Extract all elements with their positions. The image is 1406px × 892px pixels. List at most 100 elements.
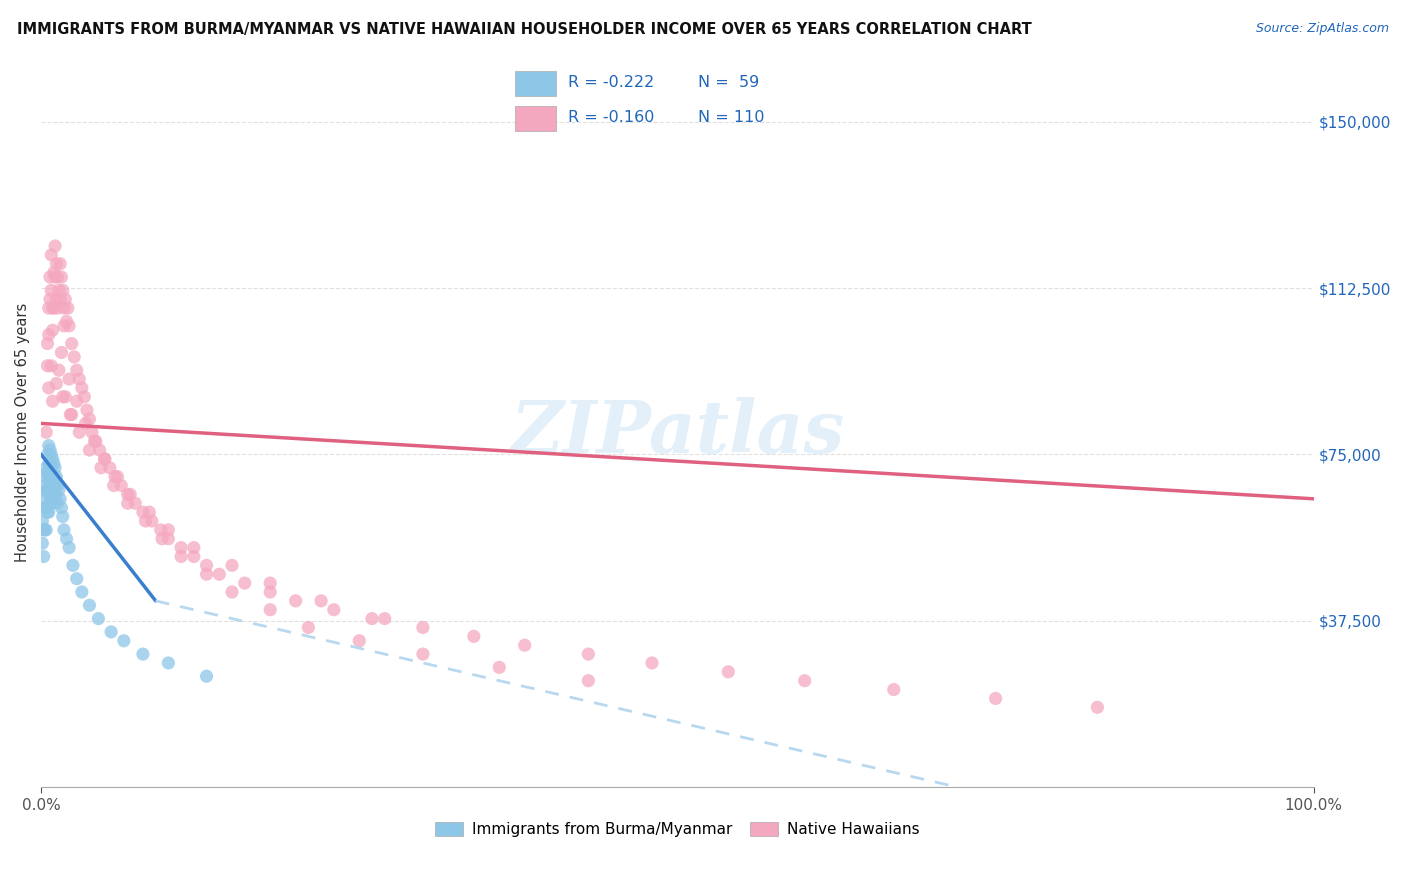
Point [45,257,67,271]
Point [39,284,62,298]
Point [37,483,59,497]
Point [984,691,1007,706]
Point [39,270,62,285]
Point [35,460,58,475]
Point [124,496,146,510]
Point [37,336,59,351]
Point [149,523,172,537]
Point [41,394,63,409]
Point [89,443,111,458]
Point [44,270,66,285]
Point [98,460,121,475]
Point [132,647,155,661]
Text: Source: ZipAtlas.com: Source: ZipAtlas.com [1256,22,1389,36]
Text: N =  59: N = 59 [697,76,759,90]
Point [51,345,73,359]
Point [170,549,193,564]
Point [41,301,63,315]
Point [44,478,66,492]
Point [32,523,55,537]
Point [38,301,60,315]
Point [70,585,93,599]
Legend: Immigrants from Burma/Myanmar, Native Hawaiians: Immigrants from Burma/Myanmar, Native Ha… [429,816,927,843]
Point [32,549,55,564]
Point [84,434,107,449]
Point [66,363,89,377]
Point [259,603,281,617]
Point [34,500,56,515]
Point [717,665,740,679]
Point [513,638,536,652]
Point [349,633,371,648]
Point [37,465,59,479]
Point [76,403,98,417]
Point [41,469,63,483]
Point [66,394,89,409]
Point [39,292,62,306]
FancyBboxPatch shape [516,70,555,95]
Point [195,567,218,582]
Point [83,434,105,449]
Point [45,487,67,501]
Point [309,594,332,608]
Point [39,478,62,492]
Point [79,443,101,458]
Point [55,532,77,546]
Point [208,567,231,582]
Point [79,599,101,613]
Point [31,514,53,528]
Point [157,523,180,537]
Point [41,451,63,466]
Point [793,673,815,688]
Point [195,669,218,683]
Point [49,292,72,306]
Point [1087,700,1109,714]
Point [39,443,62,458]
Point [412,647,434,661]
Point [38,469,60,483]
Point [259,585,281,599]
Point [42,301,65,315]
Point [322,603,344,617]
Text: ZIPatlas: ZIPatlas [510,397,845,467]
Point [38,439,60,453]
Point [34,469,56,483]
Point [412,620,434,634]
Point [75,417,97,431]
Point [134,514,156,528]
Text: R = -0.160: R = -0.160 [568,111,654,125]
Point [463,629,485,643]
Point [39,447,62,461]
Point [52,509,75,524]
Point [641,656,664,670]
Point [100,624,122,639]
Point [46,496,69,510]
Point [58,318,80,333]
Point [48,363,70,377]
Point [39,359,62,373]
Point [576,647,599,661]
Point [45,292,67,306]
Point [35,425,58,440]
Point [87,611,110,625]
Point [62,558,84,573]
Point [42,491,65,506]
Point [34,478,56,492]
Text: IMMIGRANTS FROM BURMA/MYANMAR VS NATIVE HAWAIIAN HOUSEHOLDER INCOME OVER 65 YEAR: IMMIGRANTS FROM BURMA/MYANMAR VS NATIVE … [17,22,1032,37]
Point [38,381,60,395]
Point [60,408,83,422]
Point [51,500,73,515]
Point [132,505,155,519]
Point [117,496,139,510]
Point [35,500,58,515]
Point [104,469,127,483]
Point [46,478,69,492]
Point [221,585,243,599]
Point [56,301,79,315]
Point [576,673,599,688]
Point [39,460,62,475]
Point [51,270,73,285]
Point [67,372,90,386]
Point [58,372,80,386]
Point [41,487,63,501]
